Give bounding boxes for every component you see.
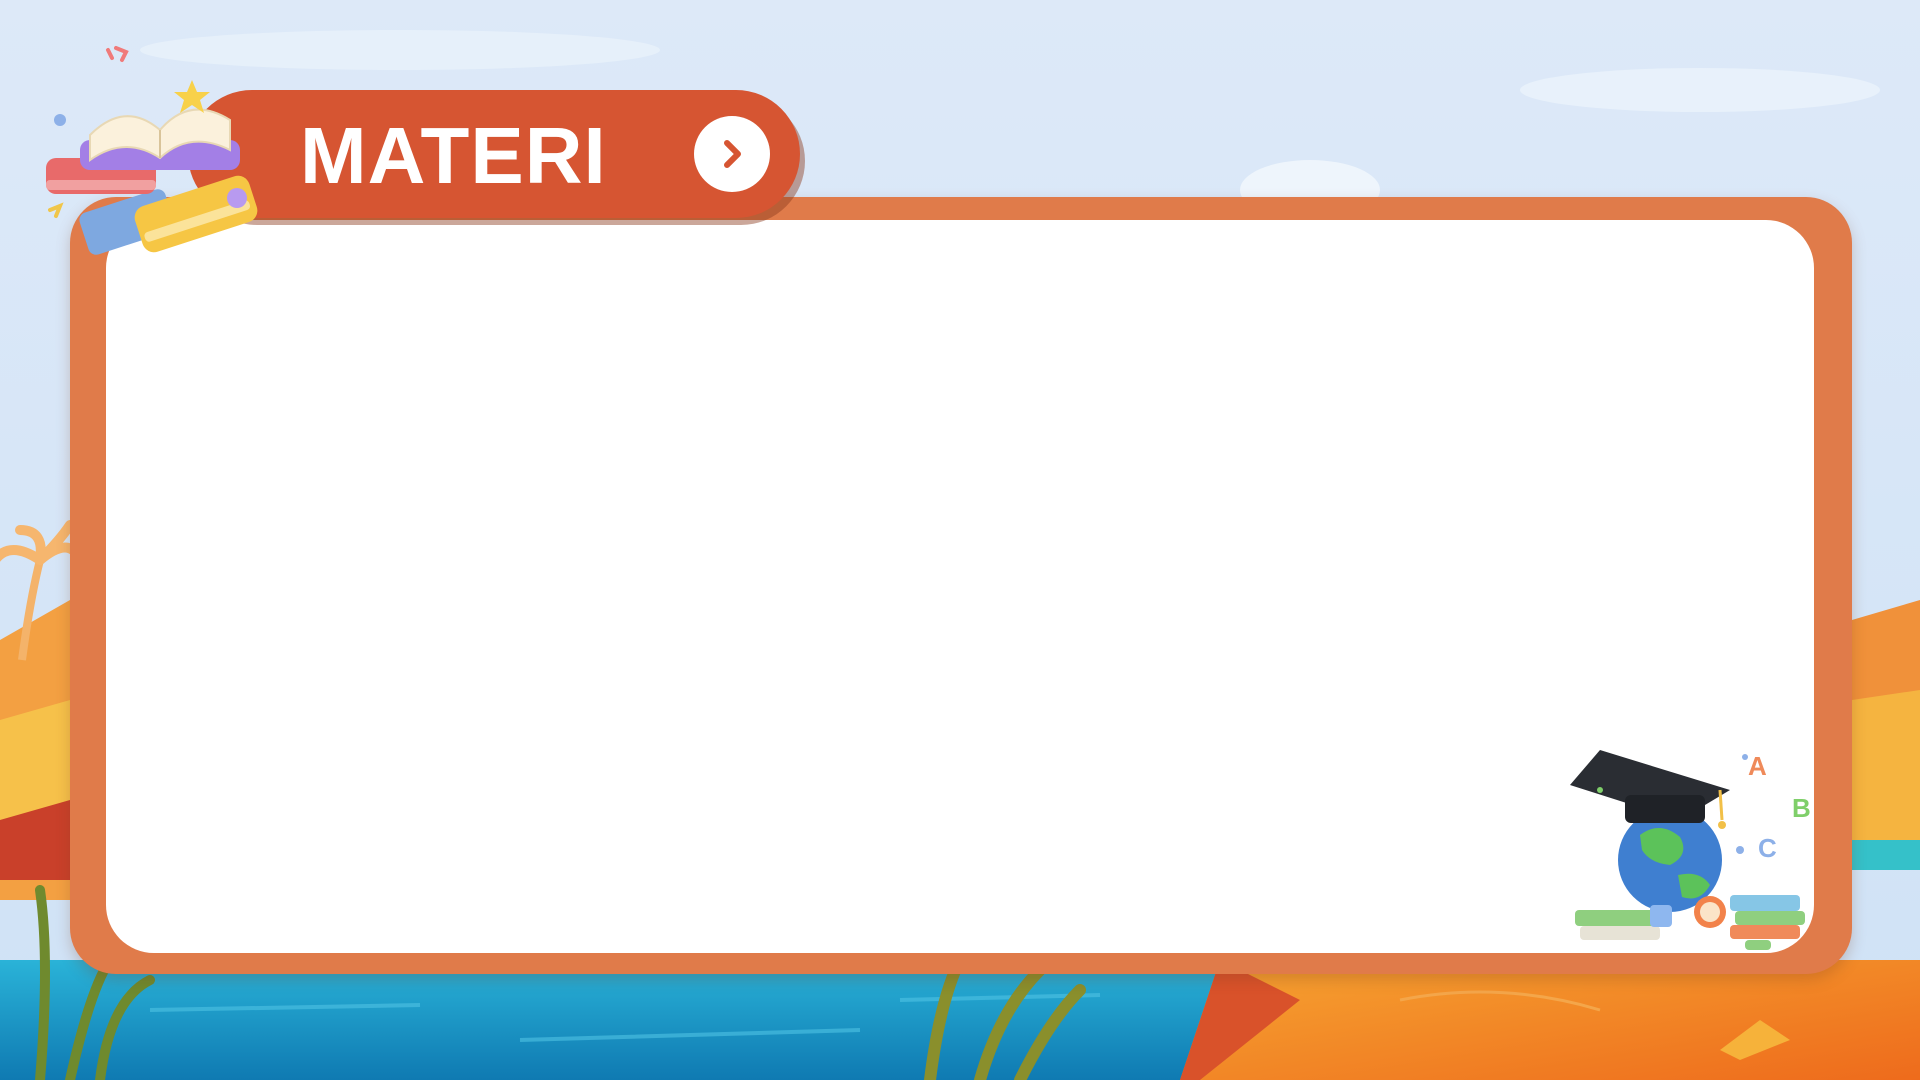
globe-graduation-cap-icon: A B C (1570, 745, 1820, 950)
stacked-books-icon (40, 40, 270, 270)
letter-b: B (1792, 793, 1811, 823)
chevron-right-icon (724, 140, 741, 168)
letter-a: A (1748, 751, 1767, 781)
next-button[interactable] (694, 116, 770, 192)
content-area[interactable] (106, 220, 1814, 953)
letter-c: C (1758, 833, 1777, 863)
page-title: MATERI (300, 111, 607, 200)
